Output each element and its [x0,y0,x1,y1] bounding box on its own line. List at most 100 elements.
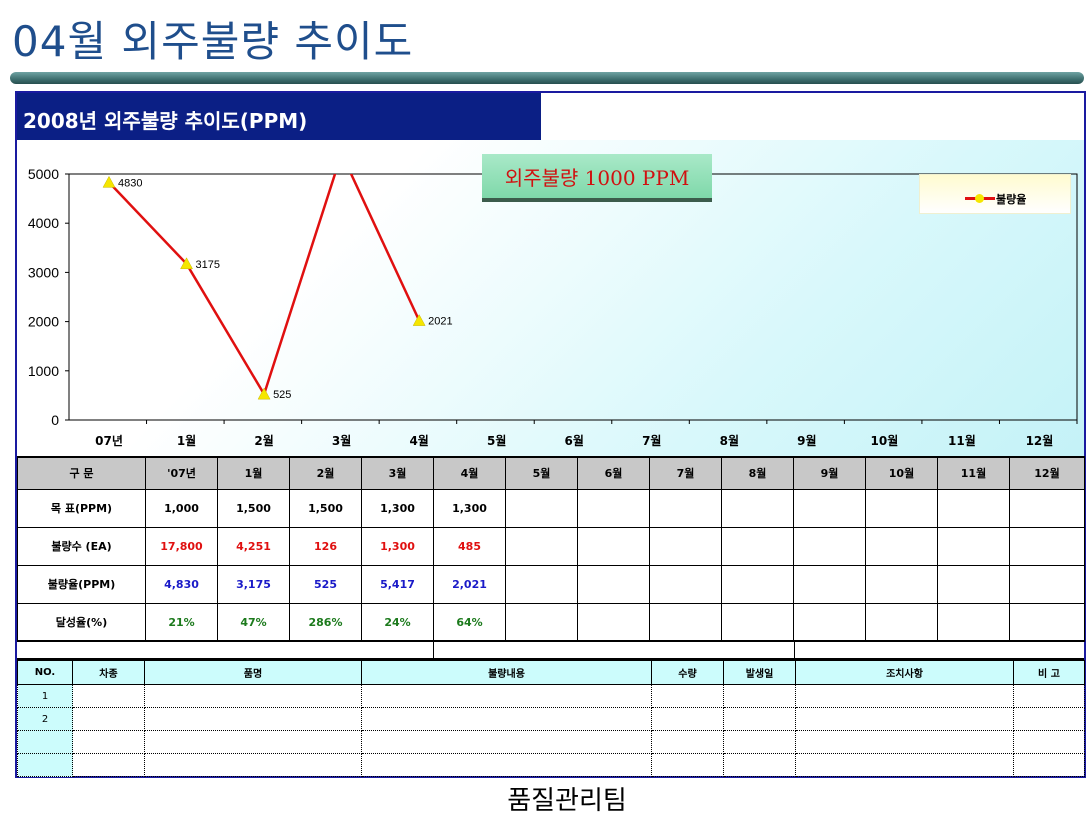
table-cell: 485 [433,526,506,566]
title-divider [10,72,1084,84]
defect-cell [651,707,724,731]
table-header-cell: 6월 [577,456,650,490]
table-row: 목 표(PPM) 1,000 1,500 1,500 1,300 1,300 [17,488,1085,528]
table-cell: 5,417 [361,564,434,604]
series-line [108,174,421,398]
page-title: 04월 외주불량 추이도 [12,17,414,66]
table-cell [505,564,578,604]
table-row: 불량수 (EA) 17,800 4,251 126 1,300 485 [17,526,1085,566]
table-cell [865,564,938,604]
defect-row [17,730,1085,754]
data-point [257,387,271,400]
table-cell [577,602,650,642]
table-cell [1009,526,1085,566]
defect-header-cell: 비 고 [1013,660,1085,685]
defect-cell [651,730,724,754]
table-cell [505,488,578,528]
table-cell: 1,500 [217,488,290,528]
defect-cell [795,707,1014,731]
monthly-data-table: 구 문 '07년 1월 2월 3월 4월 5월 6월 7월 8월 9월 10월 11월 12월 목 표(PP… [17,456,1085,642]
table-header-cell: 9월 [793,456,866,490]
x-tick-label: 07년 [95,434,123,448]
defect-cell [1013,684,1085,708]
table-cell [505,526,578,566]
table-cell [865,488,938,528]
x-tick-label: 11월 [948,433,976,448]
table-cell [577,526,650,566]
table-separator [17,640,1084,660]
table-header-cell: 12월 [1009,456,1085,490]
table-cell: 4,830 [145,564,218,604]
defect-header-cell: 차종 [72,660,145,685]
defect-number [17,753,73,777]
separator-line [433,642,434,658]
defect-number: 1 [17,684,73,708]
defect-cell [361,707,652,731]
table-cell [937,488,1010,528]
report-frame: 2008년 외주불량 추이도(PPM) 5000 4000 3000 2000 1000… [15,91,1086,778]
table-cell: 525 [289,564,362,604]
table-cell [721,488,794,528]
table-cell [721,564,794,604]
table-cell: 1,500 [289,488,362,528]
table-cell: 1,300 [433,488,506,528]
table-cell [793,526,866,566]
defect-cell [723,730,796,754]
table-cell: 17,800 [145,526,218,566]
defect-cell [795,730,1014,754]
defect-cell [361,753,652,777]
x-tick-label: 5월 [487,433,506,448]
table-header-cell: 1월 [217,456,290,490]
target-callout: 외주불량 1000 PPM [482,154,712,198]
table-cell: 286% [289,602,362,642]
line-chart: 5000 4000 3000 2000 1000 0 07년 1월 2월 3월 4월 5월 6월 7월 8월… [28,166,1078,448]
defect-cell [144,753,362,777]
defect-cell [723,684,796,708]
table-cell [1009,488,1085,528]
table-cell [577,564,650,604]
table-row: 달성율(%) 21% 47% 286% 24% 64% [17,602,1085,642]
y-tick-label: 3000 [28,264,59,280]
data-point [180,257,193,270]
defect-cell [361,730,652,754]
table-header-cell: 구 문 [17,456,146,490]
defect-cell [1013,753,1085,777]
table-cell [937,564,1010,604]
table-header-cell: 4월 [433,456,506,490]
table-cell [649,526,722,566]
table-row: 불량율(PPM) 4,830 3,175 525 5,417 2,021 [17,564,1085,604]
defect-header-cell: 수량 [651,660,724,685]
x-tick-label: 2월 [254,433,273,448]
table-cell: 4,251 [217,526,290,566]
defect-cell [72,730,145,754]
row-label: 불량율(PPM) [17,564,146,604]
report-subtitle: 2008년 외주불량 추이도(PPM) [17,93,541,140]
table-cell [1009,564,1085,604]
table-cell: 126 [289,526,362,566]
defect-row: 1 [17,684,1085,708]
table-cell [721,526,794,566]
table-cell: 47% [217,602,290,642]
separator-line [794,642,795,658]
y-tick-label: 2000 [28,314,59,330]
defect-cell [651,753,724,777]
defect-row [17,753,1085,777]
defect-cell [144,684,362,708]
row-label: 목 표(PPM) [17,488,146,528]
table-header-cell: 7월 [649,456,722,490]
table-header-cell: 2월 [289,456,362,490]
defect-cell [144,707,362,731]
defect-cell [795,753,1014,777]
table-header-cell: '07년 [145,456,218,490]
table-cell [793,564,866,604]
defect-cell [72,753,145,777]
defect-cell [1013,707,1085,731]
table-cell [1009,602,1085,642]
defect-number [17,730,73,754]
defect-header-row: NO. 차종 품명 불량내용 수량 발생일 조치사항 비 고 [17,660,1085,685]
team-footer: 품질관리팀 [507,786,627,816]
defect-header-cell: 발생일 [723,660,796,685]
defect-cell [72,707,145,731]
table-cell: 24% [361,602,434,642]
x-tick-label: 3월 [332,433,351,448]
